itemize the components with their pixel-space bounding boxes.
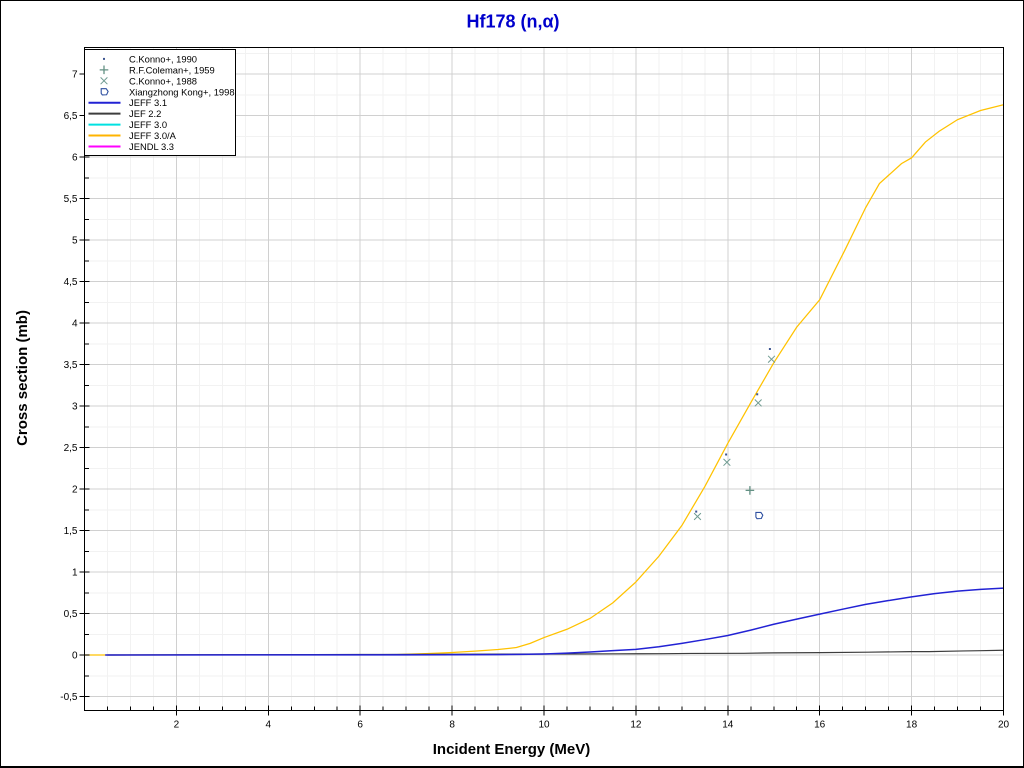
svg-text:5,5: 5,5 [64,194,78,205]
svg-text:20: 20 [998,720,1010,731]
svg-text:-0,5: -0,5 [60,692,78,703]
svg-text:4: 4 [72,319,78,330]
svg-text:10: 10 [538,720,550,731]
svg-text:14: 14 [722,720,734,731]
svg-text:4,5: 4,5 [64,277,78,288]
svg-text:2,5: 2,5 [64,443,78,454]
svg-text:Hf178 (n,α): Hf178 (n,α) [466,12,559,32]
svg-text:3,5: 3,5 [64,360,78,371]
svg-text:Xiangzhong Kong+, 1998: Xiangzhong Kong+, 1998 [129,86,235,97]
svg-text:3: 3 [72,402,78,413]
svg-text:6: 6 [357,720,363,731]
svg-text:8: 8 [449,720,455,731]
svg-text:2: 2 [72,485,78,496]
svg-text:7: 7 [72,70,78,81]
svg-text:0: 0 [72,651,78,662]
svg-text:JEFF 3.0/A: JEFF 3.0/A [129,130,177,141]
svg-text:4: 4 [266,720,272,731]
svg-text:18: 18 [906,720,918,731]
svg-text:R.F.Coleman+, 1959: R.F.Coleman+, 1959 [129,64,215,75]
svg-text:C.Konno+, 1988: C.Konno+, 1988 [129,75,197,86]
svg-text:JENDL 3.3: JENDL 3.3 [129,141,174,152]
svg-text:Incident Energy (MeV): Incident Energy (MeV) [433,741,591,758]
svg-text:1,5: 1,5 [64,526,78,537]
svg-text:6,5: 6,5 [64,111,78,122]
svg-text:JEFF 3.0: JEFF 3.0 [129,119,167,130]
svg-text:5: 5 [72,236,78,247]
svg-text:1: 1 [72,568,78,579]
svg-text:6: 6 [72,153,78,164]
svg-text:12: 12 [630,720,642,731]
svg-text:JEF 2.2: JEF 2.2 [129,108,161,119]
svg-text:2: 2 [174,720,180,731]
svg-text:Cross section (mb): Cross section (mb) [14,310,31,446]
svg-text:0,5: 0,5 [64,609,78,620]
svg-text:16: 16 [814,720,826,731]
svg-text:JEFF 3.1: JEFF 3.1 [129,97,167,108]
svg-text:C.Konno+, 1990: C.Konno+, 1990 [129,53,197,64]
